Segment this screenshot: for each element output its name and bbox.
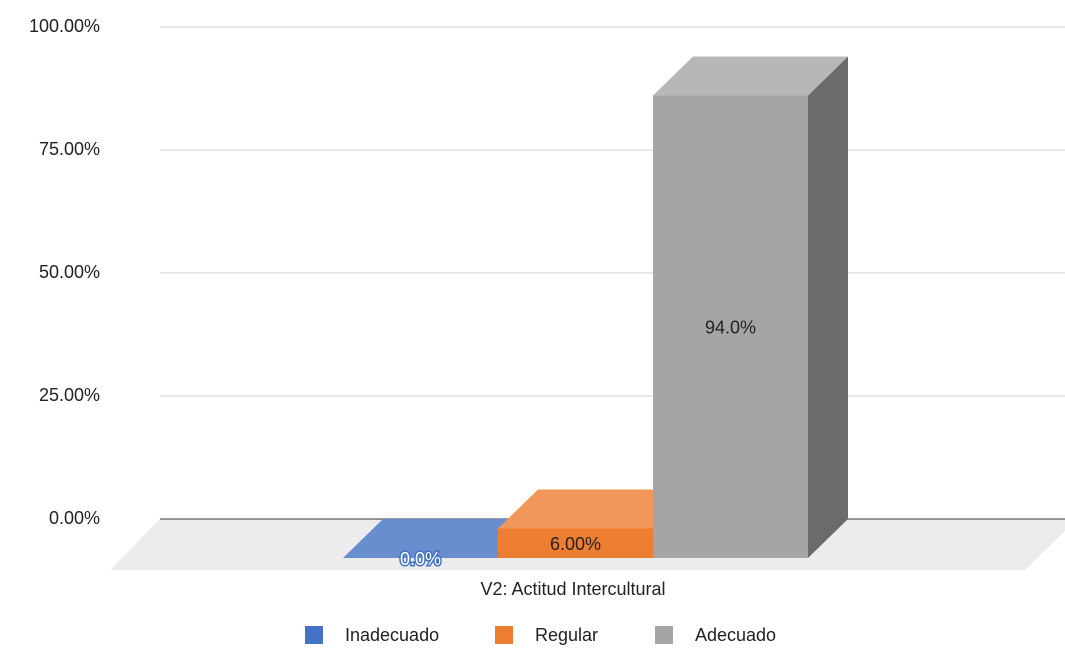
y-tick-label: 75.00% [39, 139, 100, 159]
legend-swatch [305, 626, 323, 644]
legend-swatch [655, 626, 673, 644]
bar-top [498, 489, 693, 529]
value-label: 94.0% [705, 318, 756, 338]
bar-side [808, 56, 848, 559]
legend-swatch [495, 626, 513, 644]
y-tick-label: 100.00% [29, 16, 100, 36]
value-label: 0.0% [400, 549, 441, 569]
bar-top [343, 519, 538, 558]
value-label: 6.00% [550, 534, 601, 554]
legend-label: Regular [535, 625, 598, 645]
y-tick-label: 25.00% [39, 385, 100, 405]
legend-label: Adecuado [695, 625, 776, 645]
bar [653, 95, 808, 559]
legend-label: Inadecuado [345, 625, 439, 645]
y-tick-label: 50.00% [39, 262, 100, 282]
bar-top [653, 56, 848, 96]
x-tick-label: V2: Actitud Intercultural [480, 579, 665, 599]
y-tick-label: 0.00% [49, 508, 100, 528]
bar [498, 528, 653, 558]
